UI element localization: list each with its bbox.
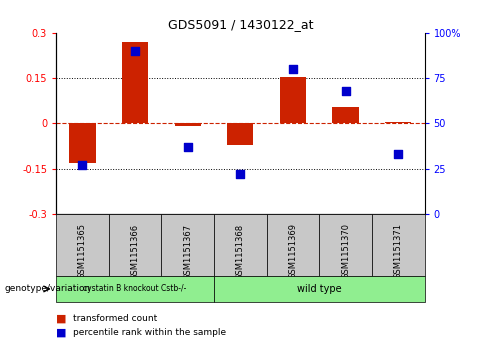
Point: [289, 66, 297, 72]
Bar: [122, 42, 148, 123]
Point: [79, 162, 86, 168]
Text: GSM1151367: GSM1151367: [183, 224, 192, 280]
Text: transformed count: transformed count: [73, 314, 158, 323]
Bar: [227, 123, 253, 144]
Bar: [56, 276, 214, 302]
Bar: [175, 123, 201, 126]
Text: GSM1151369: GSM1151369: [288, 224, 298, 280]
Text: wild type: wild type: [297, 284, 342, 294]
Bar: [214, 276, 425, 302]
Text: GSM1151366: GSM1151366: [131, 224, 140, 280]
Bar: [162, 214, 214, 276]
Bar: [280, 77, 306, 123]
Point: [394, 151, 402, 157]
Text: GSM1151370: GSM1151370: [341, 224, 350, 280]
Text: percentile rank within the sample: percentile rank within the sample: [73, 329, 226, 337]
Point: [342, 88, 349, 94]
Text: GSM1151368: GSM1151368: [236, 224, 245, 280]
Bar: [109, 214, 162, 276]
Title: GDS5091 / 1430122_at: GDS5091 / 1430122_at: [167, 19, 313, 32]
Text: ■: ■: [56, 313, 67, 323]
Text: GSM1151365: GSM1151365: [78, 224, 87, 280]
Point: [131, 48, 139, 54]
Bar: [214, 214, 266, 276]
Bar: [319, 214, 372, 276]
Bar: [69, 123, 96, 163]
Text: ■: ■: [56, 328, 67, 338]
Text: GSM1151371: GSM1151371: [394, 224, 403, 280]
Bar: [372, 214, 425, 276]
Text: genotype/variation: genotype/variation: [5, 285, 91, 293]
Bar: [385, 122, 411, 123]
Bar: [332, 107, 359, 123]
Bar: [56, 214, 109, 276]
Text: cystatin B knockout Cstb-/-: cystatin B knockout Cstb-/-: [83, 285, 187, 293]
Bar: [266, 214, 319, 276]
Point: [184, 144, 192, 150]
Point: [237, 171, 244, 177]
